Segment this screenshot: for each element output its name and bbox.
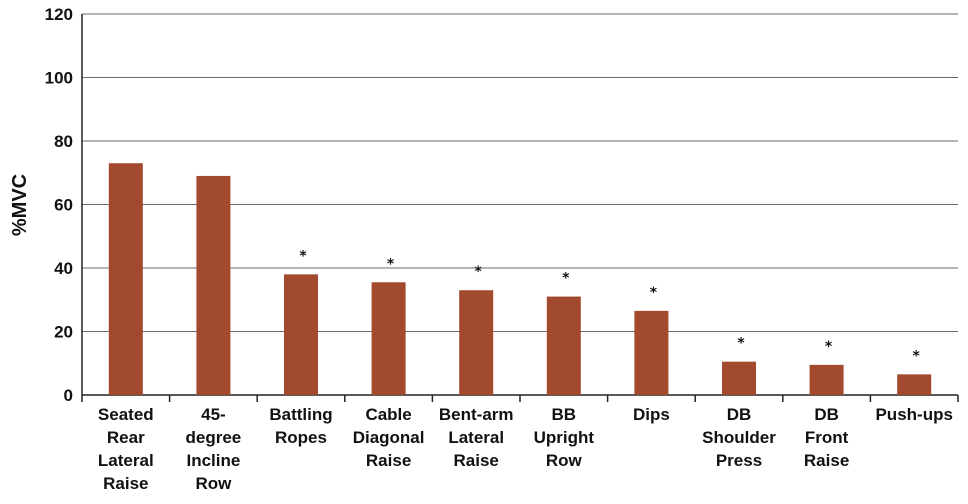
bar (722, 361, 756, 395)
bar (459, 290, 494, 395)
x-category-label: BB Upright Row (534, 405, 595, 470)
bar (634, 310, 669, 395)
bars (108, 163, 932, 395)
x-category-label-line: Raise (804, 451, 849, 470)
y-tick-label: 40 (54, 259, 73, 278)
significance-star: * (737, 336, 745, 352)
x-category-label-line: Raise (103, 474, 148, 493)
x-category-label: Seated Rear Lateral Raise (98, 405, 154, 493)
y-tick-label: 80 (54, 132, 73, 151)
x-category-label: Cable Diagonal Raise (353, 405, 425, 470)
x-category-label-line: DB (814, 405, 839, 424)
x-category-labels: Seated Rear Lateral Raise 45- degree Incline Ro… (98, 405, 953, 493)
x-category-label-line: Incline (186, 451, 240, 470)
bar (546, 296, 581, 395)
significance-star: * (913, 348, 921, 364)
x-category-label-line: Dips (633, 405, 670, 424)
x-category-label-line: Row (195, 474, 232, 493)
significance-star: * (650, 285, 658, 301)
x-category-label-line: Seated (98, 405, 154, 424)
x-category-label-line: 45- (201, 405, 226, 424)
significance-star: * (299, 248, 307, 264)
x-category-label-line: Lateral (448, 428, 504, 447)
x-category-label-line: Ropes (275, 428, 327, 447)
bar (196, 175, 231, 395)
bar (284, 274, 318, 395)
x-category-label-line: degree (186, 428, 242, 447)
y-tick-labels: 0 20 40 60 80 100 120 (45, 5, 73, 405)
x-category-label-line: BB (552, 405, 577, 424)
x-category-label-line: Front (805, 428, 849, 447)
x-category-label-line: Raise (366, 451, 411, 470)
y-tick-label: 100 (45, 69, 73, 88)
bar (371, 282, 406, 395)
significance-star: * (387, 256, 395, 272)
y-tick-label: 120 (45, 5, 73, 24)
significance-star: * (825, 339, 833, 355)
x-category-label-line: Shoulder (702, 428, 776, 447)
y-axis-label: %MVC (9, 174, 31, 236)
x-category-label: 45- degree Incline Row (186, 405, 242, 493)
x-category-label: DB Front Raise (804, 405, 849, 470)
significance-star: * (475, 264, 483, 280)
x-category-label-line: DB (727, 405, 752, 424)
x-category-label-line: Upright (534, 428, 595, 447)
x-category-label-line: Press (716, 451, 762, 470)
x-category-label-line: Push-ups (875, 405, 952, 424)
x-category-label-line: Rear (107, 428, 145, 447)
bar (897, 374, 932, 395)
x-category-label-line: Bent-arm (439, 405, 514, 424)
y-tick-label: 20 (54, 323, 73, 342)
significance-star: * (562, 271, 570, 287)
bar (809, 364, 844, 395)
x-category-label: Battling Ropes (269, 405, 332, 447)
significance-markers: * * * * * * * * (299, 248, 920, 364)
x-category-label: DB Shoulder Press (702, 405, 776, 470)
x-category-label-line: Battling (269, 405, 332, 424)
x-category-label-line: Raise (454, 451, 499, 470)
x-category-label-line: Lateral (98, 451, 154, 470)
x-category-label: Bent-arm Lateral Raise (439, 405, 514, 470)
x-category-label: Push-ups (875, 405, 952, 424)
y-tick-label: 0 (64, 386, 73, 405)
x-category-label-line: Cable (365, 405, 411, 424)
x-category-label-line: Row (546, 451, 583, 470)
y-tick-label: 60 (54, 196, 73, 215)
x-category-label-line: Diagonal (353, 428, 425, 447)
x-category-label: Dips (633, 405, 670, 424)
bar (108, 163, 143, 395)
